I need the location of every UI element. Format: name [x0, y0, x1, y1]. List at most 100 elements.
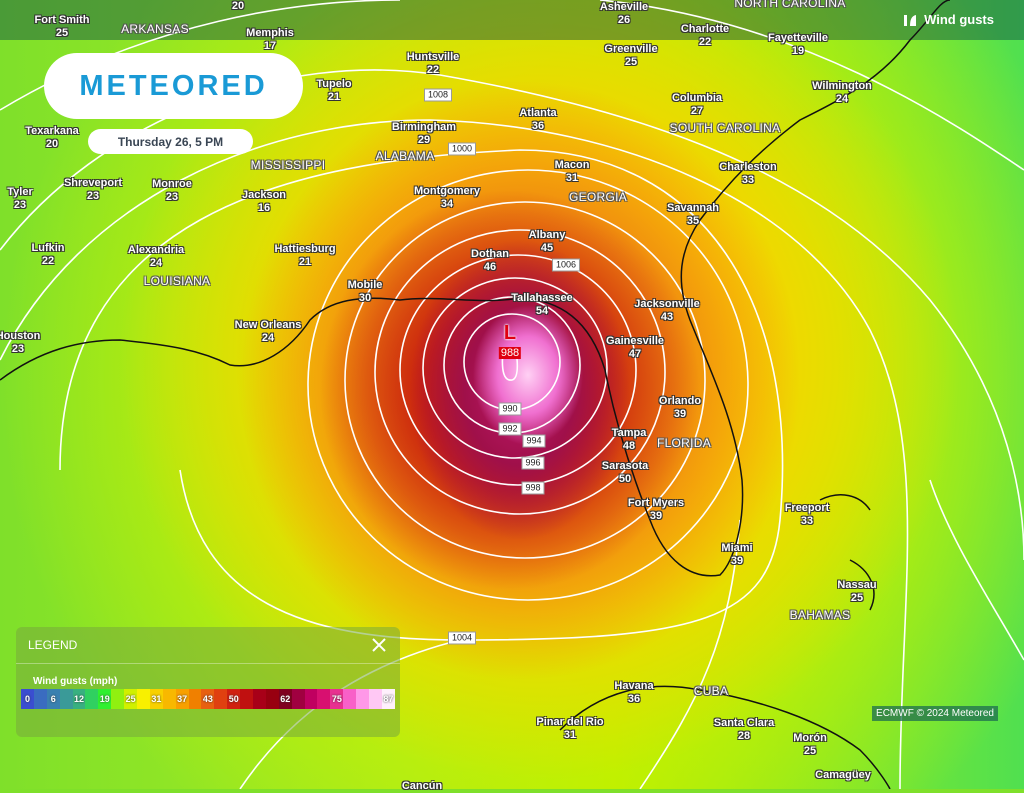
city-label: Greenville 25	[604, 43, 657, 69]
city-label: Tallahassee 54	[511, 292, 573, 318]
city-label: Fayetteville 19	[768, 32, 828, 58]
forecast-time[interactable]: Thursday 26, 5 PM	[88, 129, 253, 154]
city-label: Hattiesburg 21	[274, 243, 335, 269]
city-label: Fort Smith 25	[35, 14, 90, 40]
scale-stop	[59, 689, 73, 709]
city-gust-value: 19	[791, 45, 805, 57]
city-gust-value: 43	[660, 311, 674, 323]
city-name: Montgomery	[414, 185, 480, 197]
meteored-logo[interactable]: METEORED	[44, 53, 303, 119]
scale-stop	[33, 689, 47, 709]
scale-stop	[137, 689, 150, 709]
city-name: Albany	[528, 229, 566, 241]
city-gust-value: 25	[624, 56, 638, 68]
isobar-label: 1008	[423, 88, 453, 102]
city-label: 20	[232, 0, 244, 13]
city-gust-value: 22	[41, 255, 55, 267]
city-label: Monroe 23	[152, 178, 192, 204]
scale-stop: 37	[175, 689, 189, 709]
city-gust-value: 36	[627, 693, 641, 705]
city-label: Macon 31	[555, 159, 590, 185]
scale-stop: 25	[124, 689, 138, 709]
city-gust-value: 39	[649, 510, 663, 522]
scale-stop	[369, 689, 382, 709]
scale-stop	[317, 689, 331, 709]
isobar-998	[374, 229, 666, 515]
scale-stop	[265, 689, 279, 709]
city-name: Jackson	[241, 189, 287, 201]
city-label: Fort Myers 39	[628, 497, 684, 523]
city-label: Birmingham 29	[392, 121, 456, 147]
scale-stop: 43	[201, 689, 215, 709]
scale-stop	[253, 689, 266, 709]
region-label: NORTH CAROLINA	[734, 0, 846, 10]
city-name: Hattiesburg	[274, 243, 336, 255]
isobar-label: 996	[521, 456, 545, 470]
isobar-label: 990	[498, 402, 522, 416]
region-label: CUBA	[693, 684, 729, 698]
scale-stop: 31	[149, 689, 163, 709]
city-gust-value: 26	[617, 14, 631, 26]
city-name: Nassau	[837, 579, 877, 591]
scale-stop	[162, 689, 176, 709]
scale-stop: 6	[46, 689, 60, 709]
isobar-996	[399, 254, 637, 486]
low-pressure-symbol: L	[503, 322, 517, 344]
scale-stop: 87	[381, 689, 395, 709]
close-icon[interactable]	[372, 638, 386, 652]
city-name: Pinar del Rio	[536, 716, 604, 728]
city-label: Albany 45	[529, 229, 566, 255]
city-gust-value: 33	[800, 515, 814, 527]
city-label: Mobile 30	[348, 279, 383, 305]
city-label: Charleston 33	[719, 161, 776, 187]
region-label: ARKANSAS	[121, 22, 189, 36]
scale-stop	[214, 689, 228, 709]
scale-stop: 0	[21, 689, 34, 709]
legend-subtitle: Wind gusts (mph)	[33, 676, 118, 687]
region-label: MISSISSIPPI	[250, 158, 326, 172]
city-label: Cancún	[402, 780, 442, 793]
city-gust-value: 35	[686, 215, 700, 227]
city-name: Charleston	[719, 161, 777, 173]
scale-stop	[356, 689, 370, 709]
scale-stop: 19	[98, 689, 112, 709]
city-name: Gainesville	[605, 335, 665, 347]
city-name: Shreveport	[63, 177, 123, 189]
city-label: Miami 39	[721, 542, 752, 568]
city-name: Charlotte	[680, 23, 730, 35]
city-name: Lufkin	[31, 242, 65, 254]
isobar-label: 1004	[447, 631, 477, 645]
city-gust-value: 27	[690, 105, 704, 117]
city-label: Santa Clara 28	[714, 717, 775, 743]
scale-stop: 75	[330, 689, 344, 709]
layer-label: Wind gusts	[924, 12, 994, 27]
city-gust-value: 21	[327, 91, 341, 103]
city-name: Savannah	[667, 202, 719, 214]
city-label: Morón 25	[793, 732, 827, 758]
city-gust-value: 31	[565, 172, 579, 184]
isobar-1006	[0, 119, 909, 789]
city-label: Asheville 26	[600, 1, 648, 27]
scale-stop	[291, 689, 305, 709]
city-label: Alexandria 24	[128, 244, 184, 270]
city-name: Tyler	[7, 186, 33, 198]
city-name: Sarasota	[601, 460, 649, 472]
isobar-label: 992	[498, 422, 522, 436]
scale-stop	[240, 689, 254, 709]
city-label: Huntsville 22	[407, 51, 460, 77]
city-label: Jacksonville 43	[634, 298, 699, 324]
city-gust-value: 23	[165, 191, 179, 203]
city-name: Texarkana	[25, 125, 79, 137]
layer-selector[interactable]: Wind gusts	[904, 12, 994, 27]
city-gust-value: 28	[737, 730, 751, 742]
credit: ECMWF © 2024 Meteored	[872, 706, 998, 721]
city-label: Tupelo 21	[316, 78, 351, 104]
city-gust-value: 54	[535, 305, 549, 317]
city-gust-value: 25	[55, 27, 69, 39]
city-gust-value: 34	[440, 198, 454, 210]
city-gust-value: 16	[257, 202, 271, 214]
city-name: Miami	[721, 542, 753, 554]
city-name: Havana	[614, 680, 654, 692]
region-label: GEORGIA	[568, 190, 628, 204]
city-gust-value: 39	[673, 408, 687, 420]
